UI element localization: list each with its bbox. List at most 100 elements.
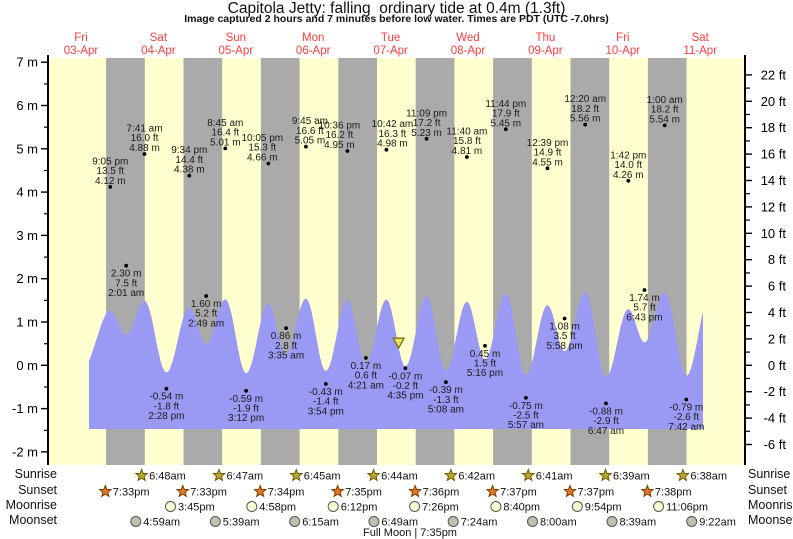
svg-text:7:42 am: 7:42 am xyxy=(668,422,704,433)
right-axis-tick-label: -4 ft xyxy=(764,411,787,426)
svg-text:5.56 m: 5.56 m xyxy=(570,114,601,125)
left-axis-tick-label: 6 m xyxy=(16,98,38,113)
svg-text:-0.39 m: -0.39 m xyxy=(429,385,463,396)
svg-text:17.2 ft: 17.2 ft xyxy=(413,118,441,129)
tide-event-dot xyxy=(642,288,647,292)
svg-text:1.08 m: 1.08 m xyxy=(549,322,580,333)
svg-text:4.55 m: 4.55 m xyxy=(532,157,563,168)
left-axis-tick-label: 0 m xyxy=(16,358,38,373)
svg-text:3:35 am: 3:35 am xyxy=(268,351,304,362)
svg-text:8:45 am: 8:45 am xyxy=(207,118,243,129)
page-subtitle: Image captured 2 hours and 7 minutes bef… xyxy=(184,13,609,25)
svg-text:15.3 ft: 15.3 ft xyxy=(248,143,276,154)
svg-text:1.60 m: 1.60 m xyxy=(191,299,222,310)
right-axis-tick-label: 2 ft xyxy=(768,331,786,346)
sunrise-icon xyxy=(366,468,381,482)
svg-text:4:35 pm: 4:35 pm xyxy=(387,391,423,402)
astro-time: 7:37pm xyxy=(578,487,615,499)
svg-text:5.2 ft: 5.2 ft xyxy=(195,309,217,320)
sunrise-icon xyxy=(521,468,536,482)
moonrise-row-label-right: Moonrise xyxy=(748,498,793,512)
moonrise-icon xyxy=(327,501,339,512)
tide-event-dot xyxy=(204,294,209,298)
svg-text:5:57 am: 5:57 am xyxy=(508,420,544,431)
astro-time: 9:22am xyxy=(699,517,736,529)
sunset-row-label-left: Sunset xyxy=(18,483,57,497)
tide-event-dot xyxy=(684,397,689,402)
astro-time: 6:42am xyxy=(458,471,495,483)
moonset-row-label-left: Moonset xyxy=(9,513,57,527)
astro-time: 7:33pm xyxy=(190,487,227,499)
astro-time: 6:47am xyxy=(227,471,264,483)
svg-text:-2.5 ft: -2.5 ft xyxy=(513,411,539,422)
svg-text:0.86 m: 0.86 m xyxy=(271,331,302,342)
day-label-date: 07-Apr xyxy=(373,45,408,57)
low-tide-annotation: 0.45 m1.5 ft5:16 pm xyxy=(467,343,503,379)
sunrise-icon xyxy=(212,468,227,482)
right-axis-tick-label: -6 ft xyxy=(764,437,787,452)
tide-event-dot xyxy=(626,178,631,183)
sunrise-icon xyxy=(598,468,613,482)
right-axis-tick-label: 8 ft xyxy=(768,252,786,267)
tide-event-dot xyxy=(108,185,113,189)
left-axis-tick-label: 5 m xyxy=(16,141,38,156)
right-axis-tick-label: 12 ft xyxy=(761,199,787,214)
left-axis-tick-label: 4 m xyxy=(16,185,38,200)
low-tide-annotation: -0.75 m-2.5 ft5:57 am xyxy=(508,395,544,431)
tide-event-dot xyxy=(164,386,169,391)
svg-text:0.45 m: 0.45 m xyxy=(470,349,501,360)
tide-event-dot xyxy=(524,395,528,400)
astro-time: 6:41am xyxy=(536,471,573,483)
low-tide-annotation: -0.88 m-2.9 ft6:47 am xyxy=(588,401,624,437)
moonrise-icon xyxy=(571,501,583,512)
svg-text:-0.54 m: -0.54 m xyxy=(149,392,183,403)
right-axis-tick-label: 18 ft xyxy=(761,120,787,135)
svg-text:2:28 pm: 2:28 pm xyxy=(148,411,184,422)
svg-text:4.95 m: 4.95 m xyxy=(324,140,355,151)
svg-text:16.0 ft: 16.0 ft xyxy=(131,133,159,144)
svg-text:14.9 ft: 14.9 ft xyxy=(534,148,562,159)
svg-text:14.0 ft: 14.0 ft xyxy=(614,160,642,171)
svg-text:-0.2 ft: -0.2 ft xyxy=(393,381,419,392)
astro-time: 8:40pm xyxy=(503,502,540,514)
tide-event-dot xyxy=(187,173,192,178)
astro-time: 7:38pm xyxy=(655,487,692,499)
svg-text:2.30 m: 2.30 m xyxy=(111,269,142,280)
tide-event-dot xyxy=(284,326,288,330)
tide-event-dot xyxy=(444,380,448,385)
svg-text:5.54 m: 5.54 m xyxy=(649,114,680,125)
svg-text:13.5 ft: 13.5 ft xyxy=(96,166,124,177)
tide-event-dot xyxy=(424,136,429,141)
astro-time: 3:45pm xyxy=(178,502,215,514)
svg-text:4.38 m: 4.38 m xyxy=(174,165,205,176)
svg-text:-0.79 m: -0.79 m xyxy=(669,403,703,414)
day-label-dow: Mon xyxy=(302,32,324,44)
tide-event-dot xyxy=(142,152,147,156)
current-time-marker xyxy=(392,337,406,350)
sunset-row-label-right: Sunset xyxy=(748,483,787,497)
svg-text:18.2 ft: 18.2 ft xyxy=(651,105,679,116)
tide-event-dot xyxy=(604,401,608,406)
svg-text:5.05 m: 5.05 m xyxy=(295,136,326,147)
svg-text:4.26 m: 4.26 m xyxy=(613,170,644,181)
moonset-icon xyxy=(527,516,538,527)
svg-text:11:40 am: 11:40 am xyxy=(446,127,487,138)
svg-text:7:41 am: 7:41 am xyxy=(126,124,162,135)
left-axis-tick-label: 7 m xyxy=(16,55,38,70)
moonset-icon xyxy=(209,516,221,527)
svg-text:12:20 am: 12:20 am xyxy=(564,94,606,105)
low-tide-annotation: 0.17 m0.6 ft4:21 am xyxy=(348,356,384,391)
low-tide-annotation: -0.43 m-1.4 ft3:54 pm xyxy=(308,382,344,417)
sunset-icon xyxy=(98,484,113,498)
svg-text:2:49 am: 2:49 am xyxy=(188,318,224,329)
astro-time: 7:34pm xyxy=(268,487,305,499)
svg-text:3.5 ft: 3.5 ft xyxy=(553,331,575,342)
sunset-icon xyxy=(253,484,268,498)
tide-event-dot xyxy=(403,366,408,371)
astro-time: 7:36pm xyxy=(423,487,460,499)
